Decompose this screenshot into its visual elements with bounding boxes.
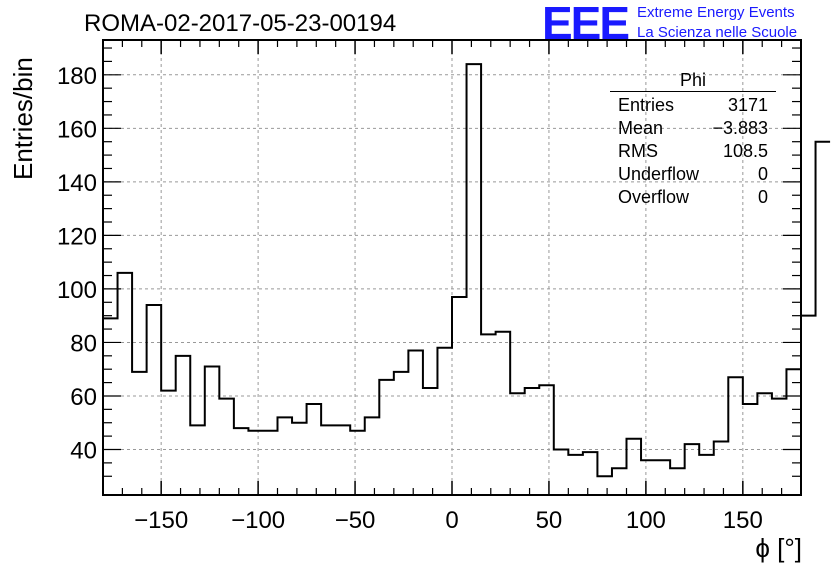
stats-label: Mean	[618, 118, 664, 138]
x-tick-label: 50	[536, 507, 563, 534]
stats-label: Underflow	[618, 164, 700, 184]
y-axis-label: Entries/bin	[8, 57, 38, 180]
histogram-bin	[627, 439, 642, 495]
stats-label: Overflow	[618, 187, 690, 207]
histogram-bin	[467, 64, 482, 495]
histogram-bin	[336, 425, 351, 495]
histogram-bin	[234, 428, 249, 495]
histogram-bin	[132, 372, 147, 495]
y-tick-label: 180	[57, 63, 97, 90]
histogram-bin	[699, 455, 714, 495]
histogram-bin	[612, 468, 627, 495]
stats-row-mean: Mean −3.883	[610, 117, 776, 140]
x-tick-label: −100	[231, 507, 285, 534]
histogram-bin	[539, 385, 554, 495]
histogram-bin	[379, 380, 394, 495]
histogram-bin	[161, 391, 176, 495]
histogram-bin	[365, 417, 380, 495]
y-tick-label: 80	[70, 330, 97, 357]
y-tick-label: 60	[70, 384, 97, 411]
histogram-bin	[714, 441, 729, 495]
histogram-bin	[219, 399, 234, 495]
histogram-bars	[103, 63, 831, 496]
x-tick-label: 100	[626, 507, 666, 534]
histogram-bin	[118, 273, 133, 495]
stats-value: 0	[757, 187, 768, 207]
tick-labels: −150 −100 −50 0 50 100 150 40 60 80 100 120 140 160 18…	[57, 63, 763, 534]
stats-label: RMS	[618, 141, 658, 161]
stats-row-overflow: Overflow 0	[610, 186, 776, 209]
histogram-bin	[190, 425, 205, 495]
histogram-bin	[597, 476, 612, 495]
histogram-bin	[568, 455, 583, 495]
stats-value: −3.883	[712, 118, 768, 138]
histogram-bin	[670, 468, 685, 495]
logo-line-2: La Scienza nelle Scuole	[637, 24, 798, 41]
stats-value: 3171	[727, 95, 768, 115]
x-tick-label: −50	[335, 507, 376, 534]
histogram-bin	[554, 450, 569, 496]
histogram-bin	[307, 404, 322, 495]
histogram-bin	[801, 316, 816, 495]
histogram-bin	[263, 431, 278, 495]
y-tick-label: 120	[57, 223, 97, 250]
histogram-bin	[408, 350, 423, 495]
axis-ticks	[103, 40, 802, 495]
stats-label: Entries	[618, 95, 675, 115]
x-axis-label: ϕ [°]	[755, 533, 802, 563]
x-tick-label: 0	[445, 507, 458, 534]
histogram-bin	[437, 348, 452, 495]
chart-title: ROMA-02-2017-05-23-00194	[84, 10, 397, 37]
y-tick-label: 40	[70, 438, 97, 465]
histogram-bin	[321, 425, 336, 495]
y-tick-label: 160	[57, 116, 97, 143]
histogram-bin	[743, 404, 758, 495]
stats-value: 108.5	[722, 141, 768, 161]
histogram-bin	[728, 377, 743, 495]
histogram-bin	[205, 367, 220, 495]
histogram-bin	[685, 444, 700, 495]
histogram-bin	[350, 431, 365, 495]
histogram-bin	[525, 388, 540, 495]
histogram-bin	[641, 460, 656, 495]
histogram-bin	[292, 423, 307, 495]
logo-line-1: Extreme Energy Events	[637, 4, 795, 21]
histogram-bin	[423, 388, 438, 495]
x-tick-label: −150	[134, 507, 188, 534]
histogram-bin	[816, 142, 831, 495]
histogram-bin	[656, 460, 671, 495]
stats-value: 0	[757, 164, 768, 184]
histogram-bin	[176, 356, 191, 495]
histogram-bin	[481, 334, 496, 495]
stats-box: Phi Entries 3171 Mean −3.883 RMS 108.5 U…	[610, 70, 776, 209]
histogram-bin	[757, 393, 772, 495]
histogram-bin	[248, 431, 263, 495]
y-tick-label: 100	[57, 277, 97, 304]
stats-title: Phi	[610, 70, 776, 92]
histogram-bin	[583, 452, 598, 495]
histogram-bin	[147, 305, 162, 495]
histogram-bin	[394, 372, 409, 495]
stats-row-rms: RMS 108.5	[610, 140, 776, 163]
eee-logo: EEE	[542, 0, 630, 49]
histogram-outline	[103, 63, 831, 478]
y-tick-label: 140	[57, 170, 97, 197]
histogram-bin	[278, 417, 293, 495]
stats-row-underflow: Underflow 0	[610, 163, 776, 186]
stats-row-entries: Entries 3171	[610, 94, 776, 117]
histogram-bin	[496, 332, 511, 495]
histogram-bin	[452, 297, 467, 495]
x-tick-label: 150	[723, 507, 763, 534]
histogram-bin	[510, 393, 525, 495]
histogram-bin	[103, 318, 118, 495]
histogram-bin	[772, 399, 787, 495]
